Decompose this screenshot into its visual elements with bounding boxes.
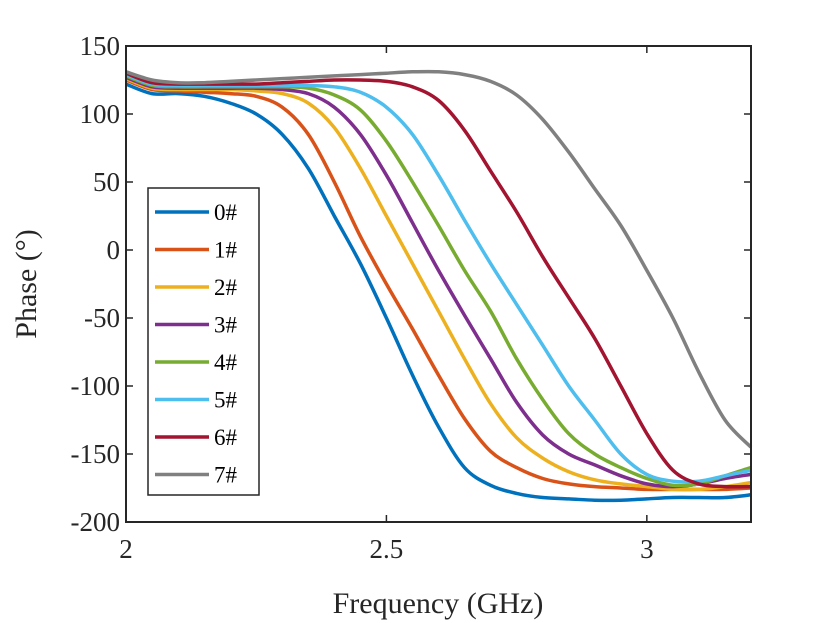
legend-label: 2# bbox=[214, 275, 238, 300]
axis-tick-labels: 2 2.5 3 150 100 50 0 -50 -100 -150 -200 bbox=[71, 31, 654, 564]
y-tick-label: 150 bbox=[80, 31, 121, 61]
series-line-1 bbox=[125, 78, 752, 492]
legend-entry: 0# bbox=[155, 200, 238, 225]
series-layer bbox=[125, 69, 753, 503]
x-tick-label: 2 bbox=[119, 534, 133, 564]
y-tick-label: -100 bbox=[71, 371, 121, 401]
series-line-7 bbox=[125, 69, 753, 449]
legend-label: 5# bbox=[214, 388, 238, 413]
series-line-0 bbox=[125, 82, 752, 503]
y-tick-label: -150 bbox=[71, 439, 121, 469]
y-tick-label: 100 bbox=[80, 99, 121, 129]
legend-label: 7# bbox=[214, 463, 238, 488]
legend-entries: 0# 1# 2# 3# 4# 5# 6# 7# bbox=[155, 200, 238, 488]
legend-entry: 7# bbox=[155, 463, 238, 488]
y-tick-label: 50 bbox=[93, 167, 120, 197]
plot-area-frame bbox=[125, 45, 752, 523]
legend-entry: 5# bbox=[155, 388, 238, 413]
y-tick-label: -200 bbox=[71, 507, 121, 537]
y-tick-label: 0 bbox=[107, 235, 121, 265]
x-tick-label: 2.5 bbox=[370, 534, 404, 564]
axis-ticks bbox=[125, 45, 751, 523]
legend-label: 3# bbox=[214, 313, 238, 338]
legend-label: 4# bbox=[214, 350, 238, 375]
legend-entry: 4# bbox=[155, 350, 238, 375]
y-axis-label: Phase (°) bbox=[10, 229, 43, 338]
series-line-6 bbox=[125, 71, 752, 489]
legend-entry: 6# bbox=[155, 425, 238, 450]
legend-entry: 1# bbox=[155, 238, 238, 263]
x-axis-label: Frequency (GHz) bbox=[333, 587, 544, 620]
legend-label: 6# bbox=[214, 425, 238, 450]
legend-entry: 2# bbox=[155, 275, 238, 300]
legend-label: 1# bbox=[214, 238, 238, 263]
x-tick-label: 3 bbox=[640, 534, 654, 564]
y-tick-label: -50 bbox=[84, 303, 120, 333]
legend-box bbox=[147, 187, 260, 496]
legend-entry: 3# bbox=[155, 313, 238, 338]
legend-label: 0# bbox=[214, 200, 238, 225]
legend: 0# 1# 2# 3# 4# 5# 6# 7# bbox=[147, 187, 260, 496]
